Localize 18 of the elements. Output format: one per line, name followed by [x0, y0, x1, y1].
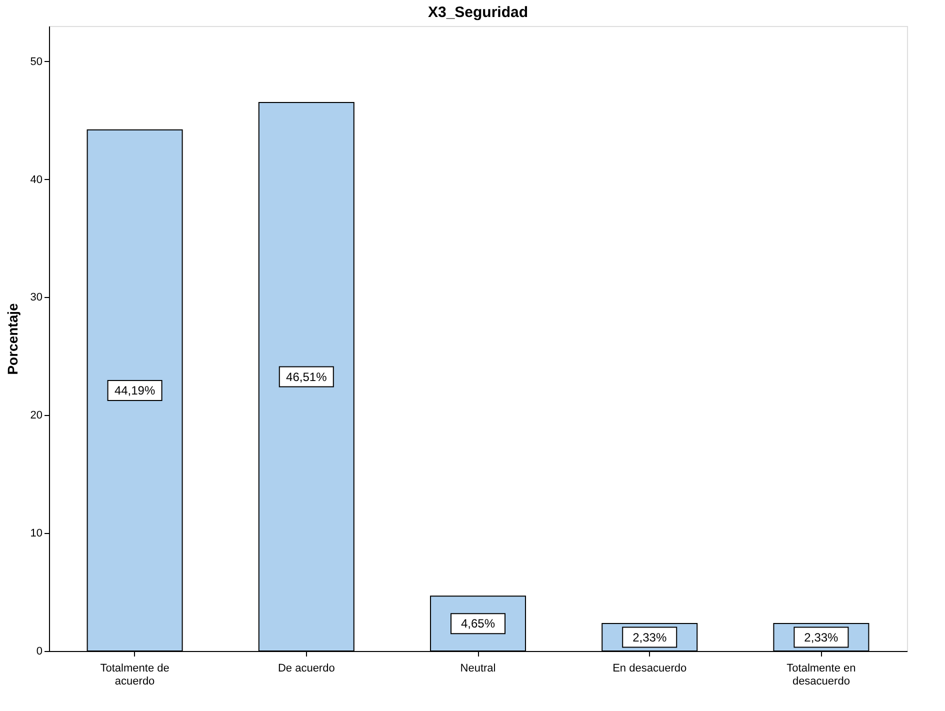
x-tick-label: Totalmente en desacuerdo	[786, 662, 856, 688]
data-label: 2,33%	[632, 630, 667, 644]
y-axis-title: Porcentaje	[4, 302, 20, 375]
y-tick-label: 0	[36, 646, 42, 658]
x-tick-label: De acuerdo	[278, 662, 335, 674]
y-tick-label: 10	[30, 528, 42, 540]
x-tick-label: Totalmente de acuerdo	[100, 662, 170, 688]
x-tick-label: En desacuerdo	[612, 662, 687, 674]
y-tick-label: 40	[30, 174, 42, 186]
x-tick-label: Neutral	[460, 662, 496, 674]
y-tick-label: 50	[30, 56, 42, 68]
y-tick-label: 20	[30, 410, 42, 422]
data-label: 2,33%	[804, 630, 839, 644]
data-label: 4,65%	[460, 616, 496, 631]
y-tick-label: 30	[30, 292, 42, 304]
data-label: 46,51%	[286, 370, 328, 384]
data-label: 44,19%	[114, 383, 156, 398]
chart-title: X3_Seguridad	[428, 4, 528, 21]
